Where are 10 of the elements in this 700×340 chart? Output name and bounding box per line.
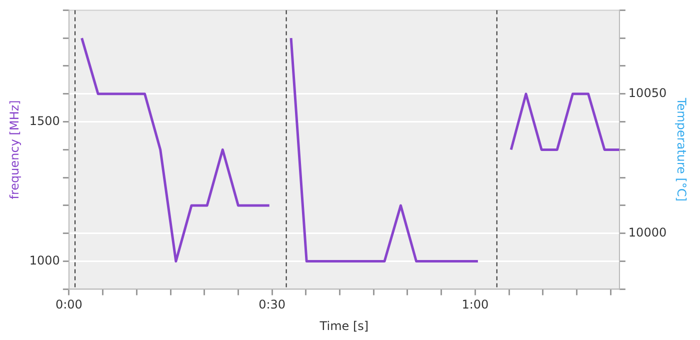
y-tick-label: 1500 — [29, 114, 60, 128]
x-tick-label: 1:00 — [462, 298, 489, 312]
y2-axis-title: Temperature [°C] — [674, 96, 689, 202]
y2-tick-label: 10000 — [628, 226, 667, 240]
x-axis-title: Time [s] — [318, 318, 369, 333]
x-tick-label: 0:00 — [55, 298, 82, 312]
x-tick-label: 0:30 — [258, 298, 286, 312]
y-axis-title: frequency [MHz] — [7, 100, 22, 200]
y-tick-label: 1000 — [29, 253, 60, 268]
y2-tick-label: 10050 — [628, 86, 667, 100]
